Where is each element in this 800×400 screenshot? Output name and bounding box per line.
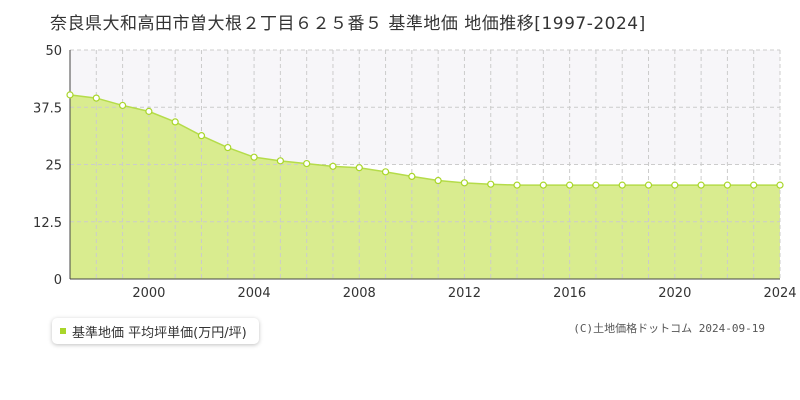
data-point — [513, 181, 521, 189]
data-point — [171, 118, 179, 126]
data-point — [276, 157, 284, 165]
series-line — [69, 94, 780, 186]
data-point — [487, 180, 495, 188]
data-point — [118, 101, 127, 110]
data-point — [434, 176, 442, 185]
y-tick-label: 0 — [54, 273, 62, 288]
x-tick-label: 2004 — [238, 286, 271, 300]
data-point — [776, 181, 784, 189]
data-point — [697, 181, 705, 189]
series-area — [70, 94, 780, 279]
copyright-text: (C)土地価格ドットコム 2024-09-19 — [573, 322, 765, 335]
data-point — [644, 181, 653, 189]
data-point — [592, 181, 600, 189]
data-point — [145, 107, 153, 115]
data-point — [539, 181, 547, 189]
data-point — [408, 172, 416, 181]
x-tick-label: 2020 — [658, 286, 691, 300]
y-tick-label: 12.5 — [33, 216, 62, 231]
data-point — [250, 153, 258, 161]
x-tick-label: 2008 — [343, 286, 376, 300]
data-point — [303, 159, 311, 168]
x-tick-label: 2016 — [553, 286, 586, 300]
x-tick-label: 2012 — [448, 286, 481, 300]
data-point — [750, 181, 758, 189]
data-point — [66, 91, 74, 99]
chart-title: 奈良県大和高田市曽大根２丁目６２５番５ 基準地価 地価推移[1997-2024] — [50, 14, 646, 34]
data-point — [381, 168, 390, 176]
x-tick-label: 2024 — [763, 286, 796, 300]
y-tick-label: 37.5 — [33, 101, 62, 116]
data-point — [460, 179, 469, 187]
chart-svg: 0 12.5 25 37.5 50 2000 2004 2008 2012 2016 2020 202… — [33, 44, 797, 300]
data-point — [618, 181, 626, 189]
x-tick-label: 2000 — [132, 286, 165, 300]
y-tick-label: 25 — [45, 159, 62, 174]
plot-band-top — [70, 50, 780, 108]
legend-marker-icon — [60, 328, 66, 334]
data-point — [92, 94, 100, 102]
data-point — [723, 181, 732, 189]
y-tick-label: 50 — [45, 44, 62, 59]
data-point — [197, 132, 206, 140]
legend[interactable]: 基準地価 平均坪単価(万円/坪) — [52, 318, 259, 344]
legend-label: 基準地価 平均坪単価(万円/坪) — [72, 325, 247, 341]
data-point — [566, 181, 574, 189]
data-point — [671, 181, 679, 189]
data-point — [355, 164, 363, 172]
data-point — [224, 143, 232, 152]
data-point — [329, 162, 337, 170]
